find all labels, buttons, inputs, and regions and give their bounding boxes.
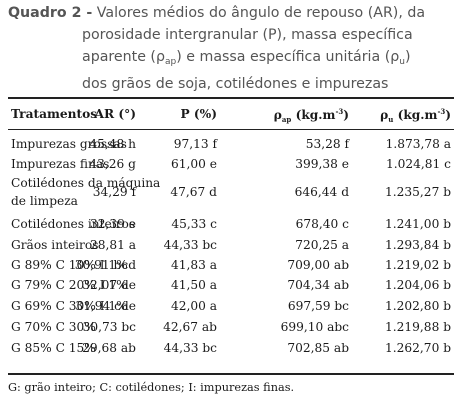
rho-ap-sub: ap	[281, 115, 292, 124]
cell-rho-u: 1.873,78 a	[385, 137, 451, 151]
caption-text-3b: ) e massa específica unitária (ρ	[176, 49, 400, 65]
rho-ap-unit: (kg.m	[295, 108, 336, 122]
cell-rho-ap: 720,25 a	[295, 238, 349, 252]
cell-p: 41,50 a	[170, 278, 217, 292]
cell-tratamento-line-1: Cotilédones da máquina	[11, 176, 161, 190]
rho-ap-close: )	[343, 108, 349, 122]
caption-text-3a: aparente (ρ	[82, 49, 165, 65]
cell-tratamento: G 69% C 30% I 1%	[11, 299, 128, 313]
cell-tratamento-line-2: de limpeza	[11, 194, 78, 208]
cell-p: 42,67 ab	[163, 320, 217, 334]
cell-rho-ap: 678,40 c	[295, 217, 349, 231]
cell-tratamento: G 85% C 15%	[11, 341, 96, 355]
cell-rho-ap: 709,00 ab	[287, 258, 349, 272]
cell-rho-ap: 702,85 ab	[287, 341, 349, 355]
cell-rho-ap: 704,34 ab	[287, 278, 349, 292]
cell-rho-u: 1.235,27 b	[385, 185, 451, 199]
cell-rho-ap: 697,59 bc	[287, 299, 349, 313]
cell-tratamento: Impurezas finas	[11, 157, 110, 171]
cell-rho-u: 1.024,81 c	[386, 157, 451, 171]
caption-line-1: Quadro 2 - Valores médios do ângulo de r…	[8, 2, 454, 24]
cell-tratamento: Grãos inteiros	[11, 238, 99, 252]
rho-u-symbol: ρ	[380, 108, 389, 122]
cell-tratamento: Impurezas grossas	[11, 137, 127, 151]
cell-rho-u: 1.202,80 b	[385, 299, 451, 313]
cell-p: 42,00 a	[170, 299, 217, 313]
cell-p: 45,33 c	[171, 217, 217, 231]
cell-rho-u: 1.293,84 b	[385, 238, 451, 252]
cell-ar: 29,68 ab	[82, 341, 136, 355]
cell-tratamento: Cotilédones inteiros	[11, 217, 136, 231]
caption-text-1: Valores médios do ângulo de repouso (AR)…	[96, 5, 426, 21]
cell-rho-u: 1.241,00 b	[385, 217, 451, 231]
cell-p: 44,33 bc	[163, 238, 217, 252]
cell-rho-ap: 699,10 abc	[280, 320, 349, 334]
caption-sub-ap: ap	[164, 57, 177, 67]
caption-line-4: dos grãos de soja, cotilédones e impurez…	[82, 76, 389, 92]
cell-tratamento: G 79% C 20% I 1%	[11, 278, 128, 292]
caption-label: Quadro 2 -	[8, 5, 93, 21]
cell-rho-ap: 53,28 f	[305, 137, 349, 151]
table-caption: Quadro 2 - Valores médios do ângulo de r…	[8, 2, 454, 95]
cell-tratamento: G 70% C 30%	[11, 320, 96, 334]
rho-u-sub: u	[388, 115, 394, 124]
cell-rho-ap: 399,38 e	[295, 157, 349, 171]
cell-ar: 43,26 g	[89, 157, 136, 171]
header-ar: AR (°)	[94, 107, 136, 121]
table-top-rule	[8, 97, 454, 99]
header-tratamentos: Tratamentos	[11, 107, 98, 121]
caption-text-3c: )	[404, 49, 411, 65]
cell-ar: 28,81 a	[89, 238, 136, 252]
cell-rho-u: 1.219,02 b	[385, 258, 451, 272]
cell-ar: 32,07 de	[82, 278, 136, 292]
cell-ar: 30,73 bc	[82, 320, 136, 334]
caption-line-3: aparente (ρap) e massa específica unitár…	[8, 46, 454, 73]
cell-ar: 31,94 cde	[75, 299, 136, 313]
cell-rho-u: 1.204,06 b	[385, 278, 451, 292]
cell-rho-u: 1.219,88 b	[385, 320, 451, 334]
header-p: P (%)	[180, 107, 217, 121]
header-rho-ap: ρap (kg.m-3)	[274, 107, 349, 124]
header-rho-u: ρu (kg.m-3)	[380, 107, 451, 124]
rho-u-exp: -3	[437, 107, 446, 116]
cell-ar: 32,39 e	[90, 217, 136, 231]
table-header-rule	[8, 129, 454, 130]
cell-ar: 45,48 h	[89, 137, 136, 151]
table-bottom-rule	[8, 373, 454, 375]
table-footnote: G: grão inteiro; C: cotilédones; I: impu…	[8, 381, 295, 394]
cell-p: 41,83 a	[170, 258, 217, 272]
cell-p: 97,13 f	[173, 137, 217, 151]
cell-ar: 34,29 f	[92, 185, 136, 199]
caption-line-2: porosidade intergranular (P), massa espe…	[82, 27, 413, 43]
cell-p: 44,33 bc	[163, 341, 217, 355]
caption-sub-u: u	[399, 57, 405, 67]
rho-ap-exp: -3	[335, 107, 344, 116]
rho-u-close: )	[445, 108, 451, 122]
cell-ar: 30,91 bcd	[74, 258, 136, 272]
rho-u-unit: (kg.m	[397, 108, 438, 122]
cell-tratamento: G 89% C 10% I 1%	[11, 258, 128, 272]
rho-ap-symbol: ρ	[273, 108, 282, 122]
cell-p: 47,67 d	[170, 185, 217, 199]
cell-rho-u: 1.262,70 b	[385, 341, 451, 355]
cell-rho-ap: 646,44 d	[294, 185, 349, 199]
data-table: Tratamentos AR (°) P (%) ρap (kg.m-3) ρu…	[8, 97, 454, 377]
cell-p: 61,00 e	[171, 157, 217, 171]
